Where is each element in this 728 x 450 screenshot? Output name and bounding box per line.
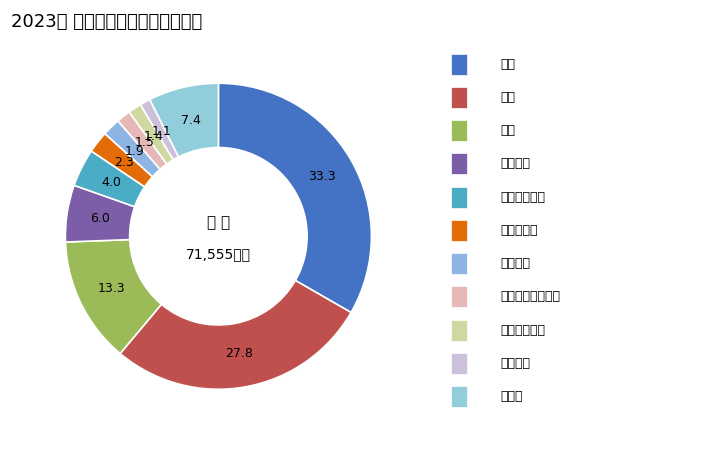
Text: 4.0: 4.0: [102, 176, 122, 189]
Wedge shape: [118, 112, 167, 169]
Text: 27.8: 27.8: [226, 347, 253, 360]
Text: 1.1: 1.1: [151, 125, 171, 138]
FancyBboxPatch shape: [451, 153, 467, 175]
Wedge shape: [150, 83, 218, 157]
Text: 1.4: 1.4: [143, 130, 163, 143]
FancyBboxPatch shape: [451, 220, 467, 241]
Text: シンガポール: シンガポール: [501, 324, 546, 337]
Wedge shape: [105, 121, 160, 177]
Text: 1.9: 1.9: [125, 144, 145, 158]
Text: その他: その他: [501, 390, 523, 403]
Text: 2023年 輸出相手国のシェア（％）: 2023年 輸出相手国のシェア（％）: [11, 14, 202, 32]
Wedge shape: [218, 83, 371, 312]
FancyBboxPatch shape: [451, 120, 467, 141]
Wedge shape: [66, 185, 135, 242]
Text: 7.4: 7.4: [181, 113, 201, 126]
FancyBboxPatch shape: [451, 353, 467, 374]
Text: ハンガリー: ハンガリー: [501, 224, 539, 237]
Wedge shape: [66, 239, 162, 354]
FancyBboxPatch shape: [451, 287, 467, 307]
FancyBboxPatch shape: [451, 87, 467, 108]
Text: タイ: タイ: [501, 124, 516, 137]
Text: 総 額: 総 額: [207, 215, 230, 230]
Text: 中国: 中国: [501, 91, 516, 104]
Text: 13.3: 13.3: [98, 282, 125, 295]
Text: ブラジル: ブラジル: [501, 158, 531, 171]
FancyBboxPatch shape: [451, 54, 467, 75]
Text: 1.5: 1.5: [135, 136, 154, 149]
FancyBboxPatch shape: [451, 253, 467, 274]
FancyBboxPatch shape: [451, 187, 467, 208]
Text: インドネシア: インドネシア: [501, 191, 546, 204]
Text: 33.3: 33.3: [308, 170, 336, 183]
Text: イタリア: イタリア: [501, 357, 531, 370]
Text: 2.3: 2.3: [114, 156, 134, 169]
Wedge shape: [120, 280, 351, 389]
Wedge shape: [74, 151, 145, 207]
FancyBboxPatch shape: [451, 320, 467, 341]
Text: 米国: 米国: [501, 58, 516, 71]
FancyBboxPatch shape: [451, 386, 467, 407]
Wedge shape: [130, 104, 173, 164]
Wedge shape: [91, 134, 153, 187]
Text: 6.0: 6.0: [90, 212, 111, 225]
Text: 71,555万円: 71,555万円: [186, 248, 251, 261]
Text: オランダ: オランダ: [501, 257, 531, 270]
Text: アラブ首長国連邦: アラブ首長国連邦: [501, 290, 561, 303]
Wedge shape: [141, 99, 178, 160]
